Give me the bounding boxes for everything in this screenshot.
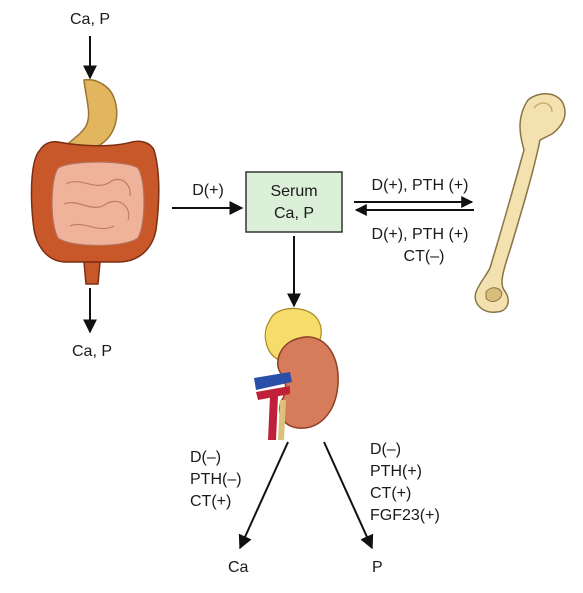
stomach-shape [60, 78, 118, 153]
bone-to-serum-line2: CT(–) [404, 248, 445, 265]
serum-box-line2: Ca, P [274, 205, 314, 222]
gut-to-serum-label: D(+) [192, 182, 224, 199]
kidney-p-line1: D(–) [370, 441, 401, 458]
serum-box: Serum Ca, P [245, 171, 343, 233]
kidney-to-p-arrow [323, 441, 374, 550]
kidney-p-line4: FGF23(+) [370, 507, 440, 524]
kidney-p-line2: PTH(+) [370, 463, 422, 480]
bone-icon [474, 93, 566, 313]
kidney-ca-line3: CT(+) [190, 493, 231, 510]
kidney-ca-line2: PTH(–) [190, 471, 242, 488]
kidney-icon [254, 307, 339, 440]
kidney-ca-line1: D(–) [190, 449, 221, 466]
kidney-p-line3: CT(+) [370, 485, 411, 502]
intake-label: Ca, P [70, 11, 110, 28]
kidney-to-ca-arrow [238, 441, 289, 550]
serum-box-line1: Serum [270, 183, 317, 200]
phosphate-output-label: P [372, 559, 383, 576]
serum-to-bone-label: D(+), PTH (+) [372, 177, 469, 194]
bone-to-serum-line1: D(+), PTH (+) [372, 226, 469, 243]
calcium-output-label: Ca [228, 559, 249, 576]
excretion-label: Ca, P [72, 343, 112, 360]
kidney-shape [277, 336, 339, 429]
digestive-tract-icon [30, 78, 160, 285]
